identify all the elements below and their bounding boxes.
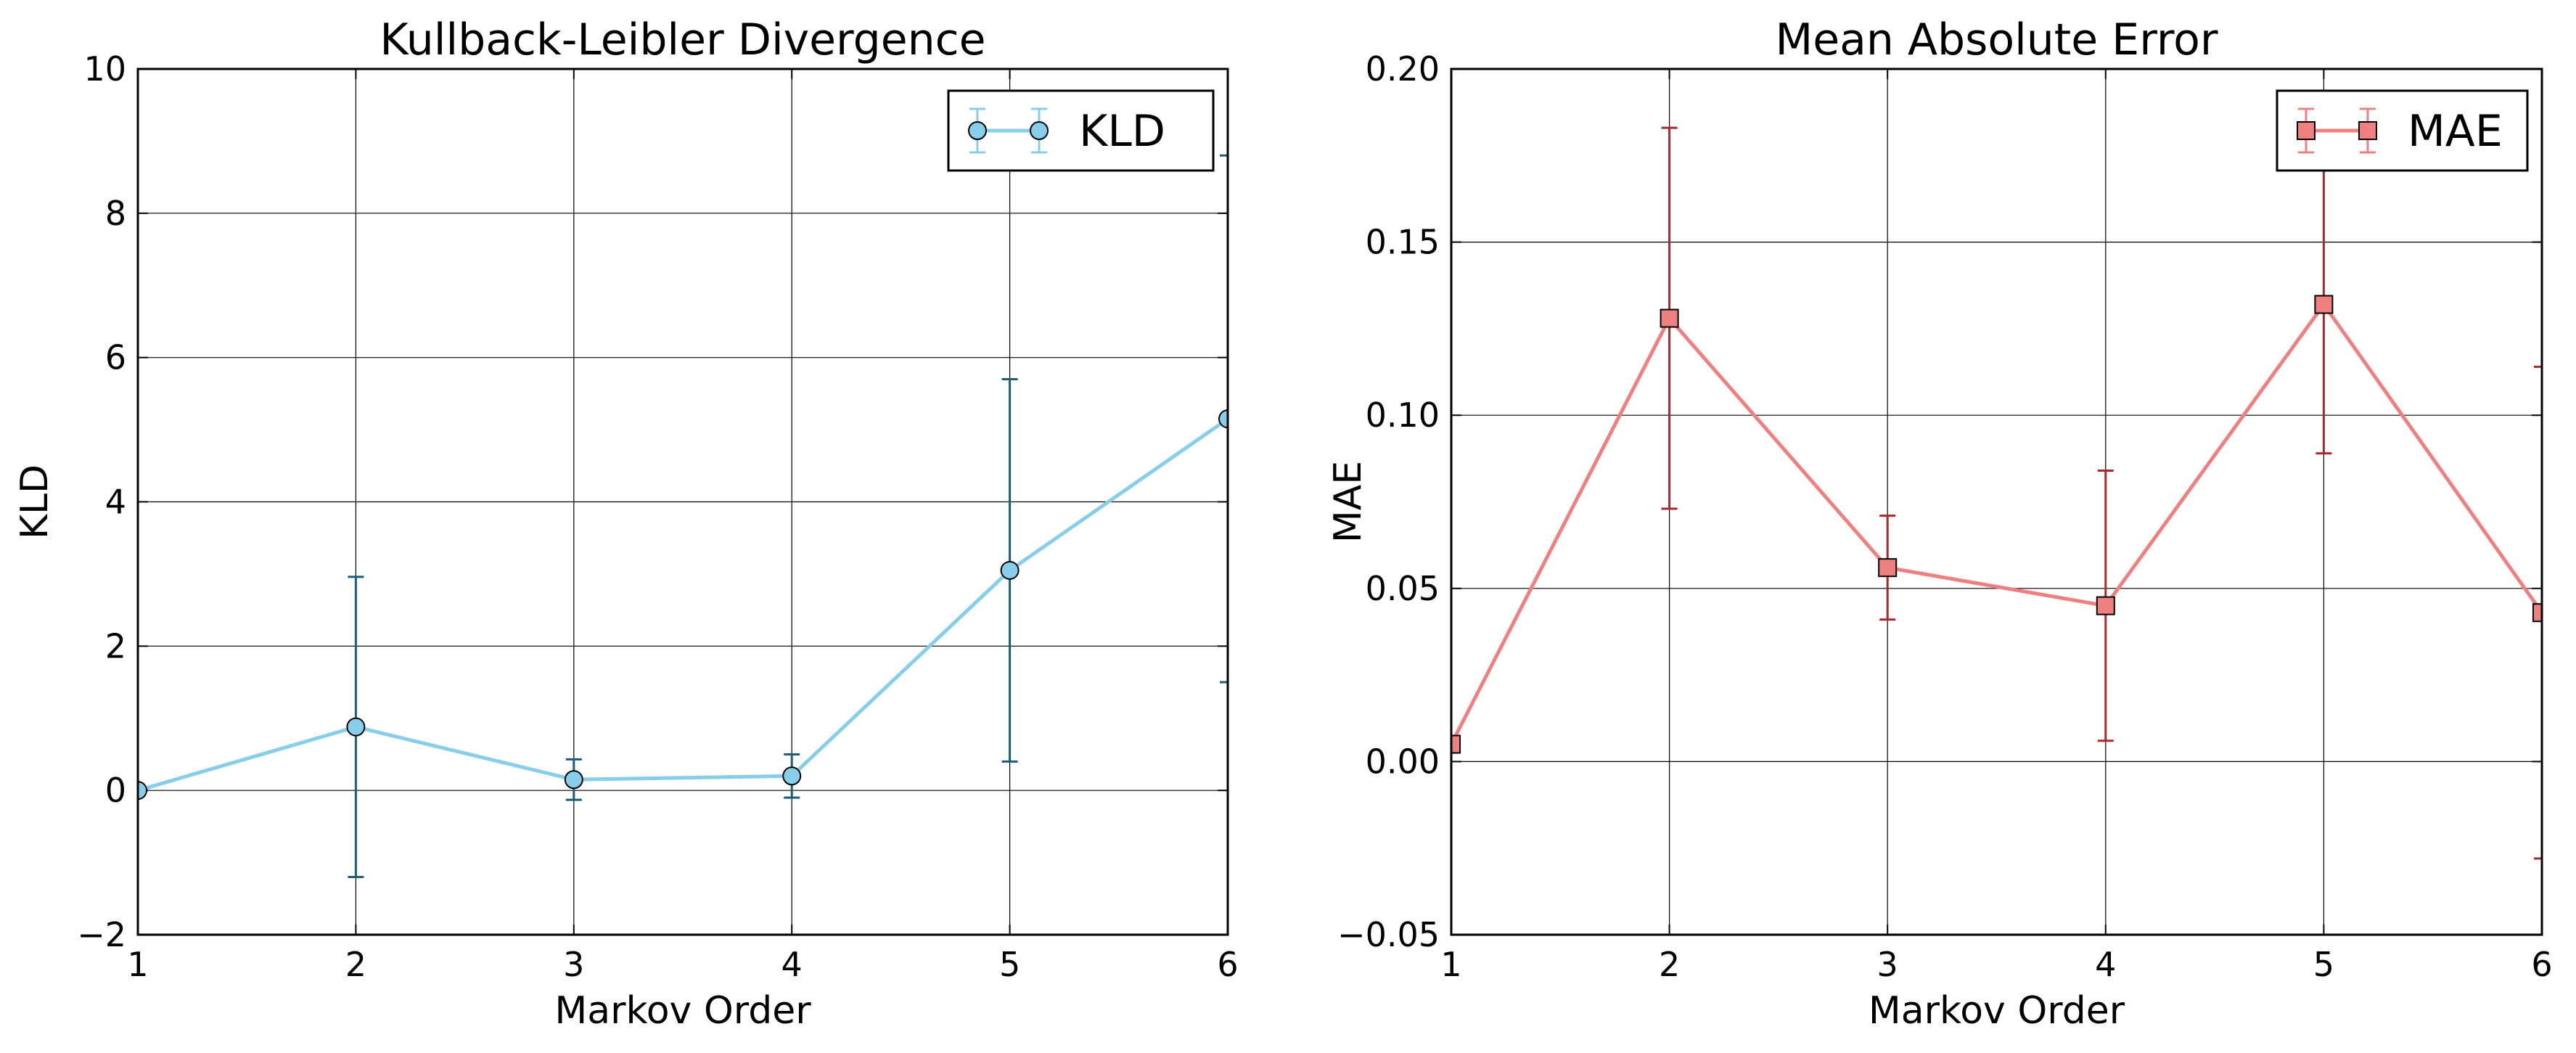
y-tick-label: 0.20 bbox=[1366, 49, 1440, 89]
series-line bbox=[138, 417, 1228, 792]
legend: KLD bbox=[947, 89, 1215, 172]
y-tick-label: 10 bbox=[83, 49, 126, 89]
chart-panel-1: 1 2 3 4 5 6 −2 0 2 4 6 8 10 Kullback-Leibler Divergen… bbox=[13, 15, 1239, 1033]
x-tick-label: 3 bbox=[1877, 945, 1898, 984]
y-tick-label: 0.05 bbox=[1366, 569, 1440, 608]
data-point bbox=[564, 770, 583, 790]
data-point bbox=[2096, 596, 2115, 615]
chart-title: Mean Absolute Error bbox=[1775, 15, 2218, 65]
legend-marker bbox=[968, 121, 987, 140]
plot-area bbox=[138, 154, 1228, 878]
y-tick-label: 2 bbox=[105, 626, 126, 665]
ticks: 1 2 3 4 5 6 −0.05 0.00 0.05 0.10 0.15 0.20 bbox=[1337, 49, 2553, 984]
data-point bbox=[2532, 603, 2542, 623]
data-point bbox=[1218, 409, 1228, 429]
legend: MAE bbox=[2276, 89, 2529, 172]
y-tick-label: 0 bbox=[105, 771, 126, 810]
x-tick-label: 2 bbox=[345, 945, 366, 984]
legend-label: KLD bbox=[1079, 106, 1165, 157]
x-axis-label: Markov Order bbox=[554, 989, 811, 1033]
x-tick-label: 4 bbox=[782, 945, 803, 984]
axes-frame bbox=[1450, 67, 2543, 936]
x-tick-label: 5 bbox=[999, 945, 1020, 984]
data-point bbox=[2314, 295, 2334, 314]
ticks: 1 2 3 4 5 6 −2 0 2 4 6 8 10 bbox=[77, 49, 1238, 984]
data-point bbox=[1878, 558, 1898, 578]
x-tick-label: 6 bbox=[2531, 945, 2552, 984]
y-tick-label: 0.15 bbox=[1366, 223, 1440, 262]
axes-frame bbox=[136, 67, 1229, 936]
data-point bbox=[1451, 734, 1461, 754]
x-tick-label: 5 bbox=[2313, 945, 2334, 984]
grid bbox=[137, 68, 1228, 935]
x-tick-label: 4 bbox=[2095, 945, 2116, 984]
y-axis-label: KLD bbox=[13, 464, 57, 539]
legend-marker bbox=[2358, 121, 2377, 140]
y-tick-label: 6 bbox=[105, 338, 126, 377]
x-tick-label: 2 bbox=[1659, 945, 1680, 984]
grid bbox=[1451, 68, 2543, 935]
legend-marker bbox=[2297, 121, 2315, 140]
legend-marker bbox=[1030, 121, 1049, 140]
chart-panel-2: 1 2 3 4 5 6 −0.05 0.00 0.05 0.10 0.15 0.20 Mean Abso… bbox=[1326, 15, 2553, 1033]
legend-label: MAE bbox=[2408, 106, 2503, 157]
chart-title: Kullback-Leibler Divergence bbox=[380, 15, 985, 65]
data-point bbox=[346, 717, 366, 737]
y-tick-label: −2 bbox=[77, 915, 126, 954]
data-point bbox=[1660, 308, 1679, 328]
y-axis-label: MAE bbox=[1326, 461, 1370, 543]
y-tick-label: −0.05 bbox=[1337, 915, 1440, 954]
data-point bbox=[1000, 560, 1020, 580]
x-tick-label: 1 bbox=[1440, 945, 1461, 984]
x-tick-label: 3 bbox=[563, 945, 584, 984]
plot-area bbox=[1451, 126, 2542, 860]
y-tick-label: 4 bbox=[105, 483, 126, 522]
data-point bbox=[138, 781, 147, 800]
x-axis-label: Markov Order bbox=[1869, 989, 2125, 1033]
series-mae bbox=[1451, 126, 2542, 860]
x-tick-label: 6 bbox=[1217, 945, 1238, 984]
series-kld bbox=[138, 154, 1228, 878]
data-point bbox=[782, 766, 802, 786]
y-tick-label: 0.10 bbox=[1366, 396, 1440, 435]
y-tick-label: 0.00 bbox=[1366, 742, 1440, 781]
x-tick-label: 1 bbox=[127, 945, 148, 984]
series-line bbox=[1451, 301, 2542, 745]
y-tick-label: 8 bbox=[105, 194, 126, 233]
